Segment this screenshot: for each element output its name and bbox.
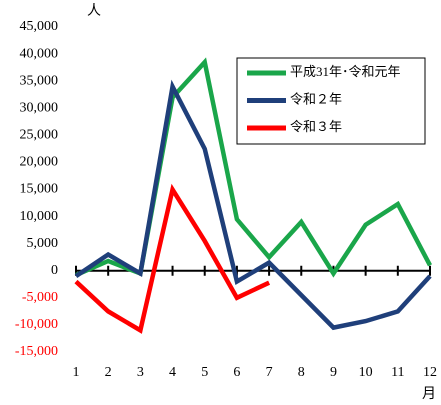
series-line <box>74 183 271 334</box>
y-tick-label: -5,000 <box>22 290 58 305</box>
y-tick-label: 0 <box>51 263 58 278</box>
y-tick-label: 15,000 <box>20 182 59 197</box>
y-tick-label: 20,000 <box>20 155 59 170</box>
x-tick-label: 11 <box>391 365 404 380</box>
y-tick-label: -10,000 <box>15 317 58 332</box>
x-tick-label: 7 <box>266 365 273 380</box>
x-tick-label: 5 <box>201 365 208 380</box>
x-tick-label: 9 <box>330 365 337 380</box>
series-line <box>74 79 432 331</box>
y-tick-label: 5,000 <box>27 236 59 251</box>
y-tick-label: 30,000 <box>20 100 59 115</box>
y-unit: 人 <box>87 3 101 19</box>
x-tick-label: 4 <box>169 365 176 380</box>
x-tick-label: 12 <box>423 365 437 380</box>
x-unit: 月 <box>422 386 436 402</box>
y-tick-label: 10,000 <box>20 209 59 224</box>
y-tick-label: -15,000 <box>15 344 58 359</box>
y-tick-label: 35,000 <box>20 73 59 88</box>
y-tick-label: 25,000 <box>20 128 59 143</box>
x-tick-label: 10 <box>359 365 373 380</box>
x-tick-label: 3 <box>137 365 144 380</box>
legend-label: 平成31年･令和元年 <box>290 64 401 79</box>
legend-label: 令和２年 <box>290 91 342 106</box>
x-tick-label: 1 <box>73 365 80 380</box>
x-tick-label: 8 <box>298 365 305 380</box>
y-tick-label: 45,000 <box>20 19 59 34</box>
y-tick-label: 40,000 <box>20 46 59 61</box>
legend-label: 令和３年 <box>290 119 342 134</box>
x-tick-label: 2 <box>105 365 112 380</box>
x-tick-label: 6 <box>233 365 240 380</box>
